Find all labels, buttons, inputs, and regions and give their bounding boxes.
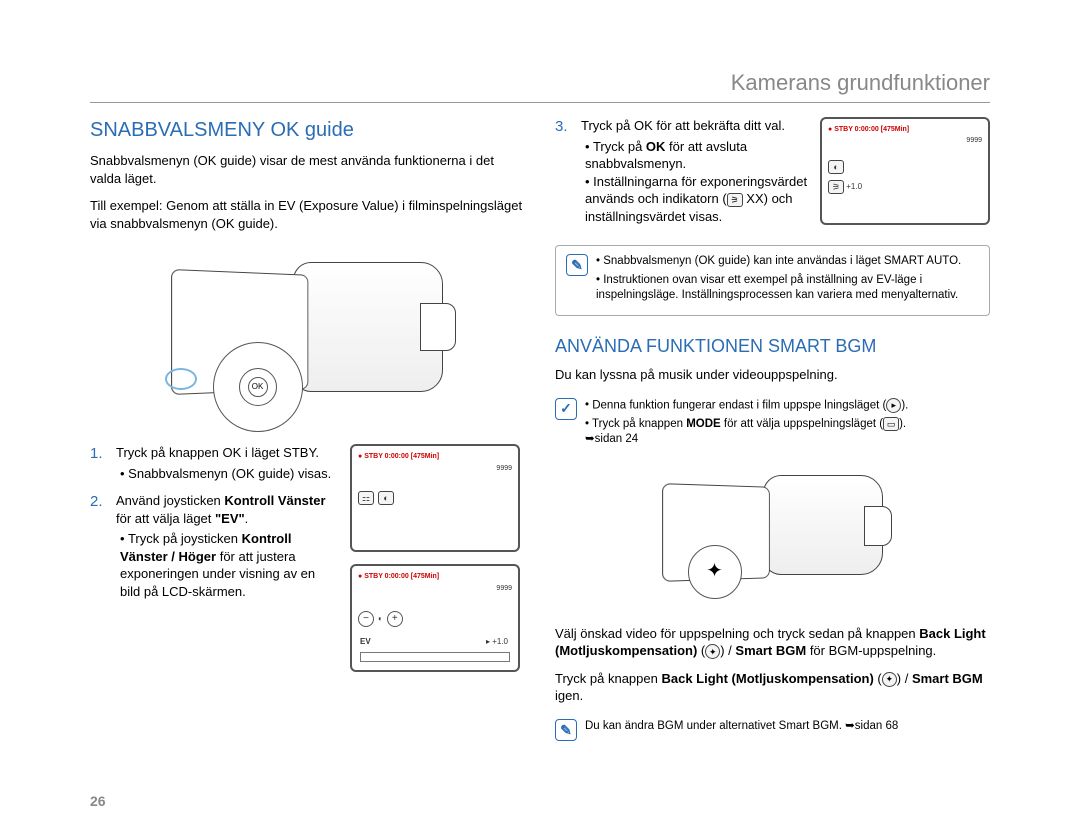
lcd-screen-1: ● STBY 0:00:00 [475Min] 9999 ⚏◐ xyxy=(350,444,520,552)
step-3-text: Tryck på OK för att bekräfta ditt val. xyxy=(581,118,785,133)
camera-illustration: OK xyxy=(163,242,453,432)
left-column: SNABBVALSMENY OK guide Snabbvalsmenyn (O… xyxy=(90,117,525,755)
playmode-icon: ▸ xyxy=(886,398,901,413)
page-number: 26 xyxy=(90,793,106,809)
note2-line-1: Denna funktion fungerar endast i film up… xyxy=(585,398,908,414)
step-2-number: 2. xyxy=(90,492,108,600)
header-title: Kamerans grundfunktioner xyxy=(731,70,990,95)
intro-text: Snabbvalsmenyn (OK guide) visar de mest … xyxy=(90,152,525,187)
note-icon-2 xyxy=(555,719,577,741)
bgm-p2: Välj önskad video för uppspelning och tr… xyxy=(555,625,990,660)
right-column: ● STBY 0:00:00 [475Min] 9999 ◐ ⚞ +1.0 3.… xyxy=(555,117,990,755)
camera-illustration-2: ✦ xyxy=(658,465,888,615)
backlight-icon-2: ✦ xyxy=(882,672,897,687)
highlight-ring-icon xyxy=(165,368,197,390)
step-2-bullet: Tryck på joysticken Kontroll Vänster / H… xyxy=(120,530,336,600)
bgm-intro: Du kan lyssna på musik under videouppspe… xyxy=(555,366,990,384)
lcd-screen-3: ● STBY 0:00:00 [475Min] 9999 ◐ ⚞ +1.0 xyxy=(820,117,990,225)
lcd-screen-2: ● STBY 0:00:00 [475Min] 9999 −◐+ EV ▸ +1… xyxy=(350,564,520,672)
note2-line-2: Tryck på knappen MODE för att välja upps… xyxy=(585,417,908,448)
step-3-bullet-1: Tryck på OK för att avsluta snabbvalsmen… xyxy=(585,138,810,173)
ev-indicator-icon: ⚞ xyxy=(727,193,743,207)
note3-text: Du kan ändra BGM under alternativet Smar… xyxy=(585,719,898,741)
mode-icon: ▭ xyxy=(883,417,899,431)
step-1-number: 1. xyxy=(90,444,108,482)
heading-snabbvalsmeny: SNABBVALSMENY OK guide xyxy=(90,117,525,144)
step-1-bullet: Snabbvalsmenyn (OK guide) visas. xyxy=(120,465,336,483)
step-2-text: Använd joysticken Kontroll Vänster för a… xyxy=(116,493,326,526)
step-3-bullet-2: Inställningarna för exponeringsvärdet an… xyxy=(585,173,810,226)
note-box-1: Snabbvalsmenyn (OK guide) kan inte använ… xyxy=(555,245,990,316)
step-3-number: 3. xyxy=(555,117,573,225)
bgm-button-icon: ✦ xyxy=(688,545,742,599)
lcd-stack: ● STBY 0:00:00 [475Min] 9999 ⚏◐ ● STBY 0… xyxy=(350,444,525,672)
step-1-text: Tryck på knappen OK i läget STBY. xyxy=(116,445,319,460)
backlight-icon: ✦ xyxy=(705,644,720,659)
note1-line-2: Instruktionen ovan visar ett exempel på … xyxy=(596,273,979,304)
note1-line-1: Snabbvalsmenyn (OK guide) kan inte använ… xyxy=(596,254,979,270)
heading-smart-bgm: ANVÄNDA FUNKTIONEN SMART BGM xyxy=(555,334,990,358)
bgm-p3: Tryck på knappen Back Light (Motljuskomp… xyxy=(555,670,990,705)
note-box-2: Denna funktion fungerar endast i film up… xyxy=(555,394,990,455)
note-box-3: Du kan ändra BGM under alternativet Smar… xyxy=(555,715,990,745)
note-icon xyxy=(566,254,588,276)
check-icon xyxy=(555,398,577,420)
dial-ok-label: OK xyxy=(248,377,268,397)
example-text: Till exempel: Genom att ställa in EV (Ex… xyxy=(90,197,525,232)
page-header: Kamerans grundfunktioner xyxy=(90,70,990,103)
